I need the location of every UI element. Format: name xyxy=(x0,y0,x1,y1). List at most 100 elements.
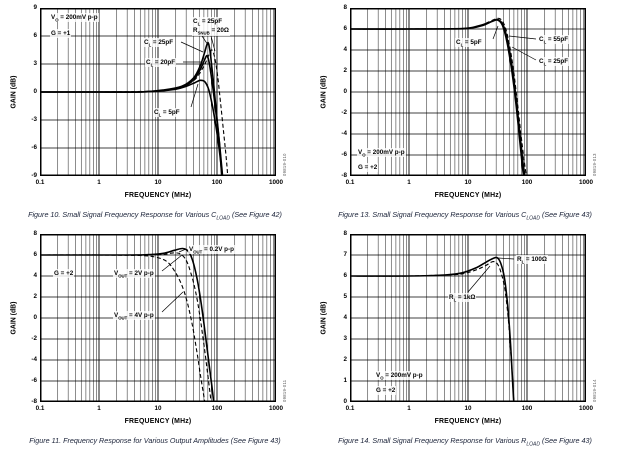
figure-caption: Figure 11. Frequency Response for Variou… xyxy=(0,436,310,447)
chart-annotation: CL = 25pF xyxy=(538,57,570,67)
x-tick-label: 0.1 xyxy=(35,179,45,186)
x-tick-label: 1000 xyxy=(268,405,283,412)
y-tick-label: 1 xyxy=(343,377,347,384)
x-tick-label: 100 xyxy=(521,179,533,186)
x-tick-label: 1 xyxy=(97,179,101,186)
y-tick-label: -4 xyxy=(31,356,37,363)
annotation-leader-line xyxy=(508,35,537,40)
figure-11-panel: GAIN (dB) G = +2 VOUT = 0.2V p-p VOUT = 2V… xyxy=(0,226,310,451)
chart-annotation: G = +2 xyxy=(375,386,397,396)
chart-annotation: VO = 200mV p-p xyxy=(357,148,406,158)
chart-annotation: CL = 25pF xyxy=(143,38,175,48)
x-tick-label: 1 xyxy=(97,405,101,412)
y-tick-label: 4 xyxy=(343,314,347,321)
caption-text: Figure 10. Small Signal Frequency Respon… xyxy=(28,210,217,219)
figure-10-panel: GAIN (dB) VO = 200mV p-p G = +1 CL = 25pF R… xyxy=(0,0,310,225)
figure-caption: Figure 13. Small Signal Frequency Respon… xyxy=(310,210,620,221)
plot-area: RL = 100Ω RL = 1kΩ VO = 200mV p-p G = +2 xyxy=(350,234,586,402)
annotation-leader-line xyxy=(180,41,204,53)
y-tick-label: 9 xyxy=(33,4,37,11)
caption-subscript: LOAD xyxy=(526,441,540,448)
series-curve xyxy=(350,17,528,176)
plot-border xyxy=(350,8,586,176)
caption-subscript: LOAD xyxy=(216,215,230,222)
annotation-leader-line xyxy=(161,254,183,272)
annotation-leader-line xyxy=(492,25,499,40)
y-tick-label: 6 xyxy=(343,272,347,279)
x-axis-label: FREQUENCY (MHz) xyxy=(124,418,192,425)
x-tick-label: 100 xyxy=(211,405,223,412)
y-tick-label: 3 xyxy=(33,60,37,67)
y-tick-label: -8 xyxy=(31,398,37,405)
chart-annotation: G = +2 xyxy=(53,269,75,279)
y-tick-label: 5 xyxy=(343,293,347,300)
figure-code: 09819-010 xyxy=(282,153,287,176)
plot-area: CL = 5pF CL = 55pF CL = 25pF VO = 200mV p-p… xyxy=(350,8,586,176)
chart-canvas xyxy=(350,8,586,176)
plot-border xyxy=(40,234,276,402)
x-tick-label: 10 xyxy=(464,405,472,412)
y-tick-label: 7 xyxy=(343,251,347,258)
y-tick-label: 0 xyxy=(33,314,37,321)
y-tick-label: -8 xyxy=(341,172,347,179)
x-tick-label: 1 xyxy=(407,405,411,412)
chart-annotation: VOUT = 0.2V p-p xyxy=(188,245,235,255)
y-tick-label: 0 xyxy=(343,88,347,95)
caption-subscript: LOAD xyxy=(526,215,540,222)
x-tick-label: 1000 xyxy=(578,179,593,186)
y-tick-label: 4 xyxy=(33,272,37,279)
caption-text: (See Figure 42) xyxy=(229,210,282,219)
annotation-layer: VO = 200mV p-p G = +1 CL = 25pF RSNUB = 20Ω… xyxy=(40,8,276,176)
annotation-leader-line xyxy=(467,265,491,293)
y-tick-label: 0 xyxy=(343,398,347,405)
plot-border xyxy=(40,8,276,176)
y-tick-label: -3 xyxy=(31,116,37,123)
chart-annotation: VOUT = 2V p-p xyxy=(113,269,155,279)
y-tick-label: 6 xyxy=(343,25,347,32)
caption-text: (See Figure 43) xyxy=(539,210,592,219)
chart-annotation: VO = 200mV p-p xyxy=(50,13,99,23)
series-curve xyxy=(40,49,229,176)
chart-canvas xyxy=(40,8,276,176)
y-tick-label: -2 xyxy=(31,335,37,342)
caption-text: Figure 11. Frequency Response for Variou… xyxy=(29,436,281,445)
y-axis-label: GAIN (dB) xyxy=(320,75,328,109)
x-axis-label: FREQUENCY (MHz) xyxy=(124,192,192,199)
figure-14-panel: GAIN (dB) RL = 100Ω RL = 1kΩ VO = 200mV p-… xyxy=(310,226,620,451)
chart-annotation: CL = 20pF xyxy=(145,58,177,68)
annotation-leader-line xyxy=(511,46,537,61)
series-curve xyxy=(40,252,212,402)
figure-code: 09819-014 xyxy=(592,379,597,402)
x-tick-label: 10 xyxy=(154,405,162,412)
plot-area: VO = 200mV p-p G = +1 CL = 25pF RSNUB = 20Ω… xyxy=(40,8,276,176)
series-curve xyxy=(350,261,515,402)
figure-caption: Figure 14. Small Signal Frequency Respon… xyxy=(310,436,620,447)
y-tick-label: 8 xyxy=(33,230,37,237)
x-tick-label: 0.1 xyxy=(35,405,45,412)
chart-annotation: G = +1 xyxy=(50,29,72,39)
chart-annotation: G = +2 xyxy=(357,163,379,173)
figure-code: 09819-013 xyxy=(592,153,597,176)
figure-13-panel: GAIN (dB) CL = 5pF CL = 55pF CL = 25pF VO =… xyxy=(310,0,620,225)
x-tick-label: 100 xyxy=(211,179,223,186)
y-tick-label: 0 xyxy=(33,88,37,95)
x-tick-label: 10 xyxy=(154,179,162,186)
x-axis-label: FREQUENCY (MHz) xyxy=(434,192,502,199)
chart-annotation: CL = 55pF xyxy=(538,35,570,45)
x-tick-label: 1000 xyxy=(578,405,593,412)
annotation-layer: CL = 5pF CL = 55pF CL = 25pF VO = 200mV p-p… xyxy=(350,8,586,176)
y-tick-label: 6 xyxy=(33,251,37,258)
caption-text: (See Figure 43) xyxy=(539,436,592,445)
x-tick-label: 0.1 xyxy=(345,179,355,186)
x-tick-label: 1000 xyxy=(268,179,283,186)
y-axis-label: GAIN (dB) xyxy=(10,301,18,335)
annotation-layer: G = +2 VOUT = 0.2V p-p VOUT = 2V p-p VOUT =… xyxy=(40,234,276,402)
x-tick-label: 100 xyxy=(521,405,533,412)
annotation-leader-line xyxy=(210,35,216,52)
y-axis-label: GAIN (dB) xyxy=(10,75,18,109)
y-tick-label: 2 xyxy=(343,67,347,74)
annotation-leader-line xyxy=(161,291,184,313)
y-tick-label: 2 xyxy=(343,356,347,363)
chart-annotation: RL = 1kΩ xyxy=(448,293,477,303)
y-tick-label: 4 xyxy=(343,46,347,53)
